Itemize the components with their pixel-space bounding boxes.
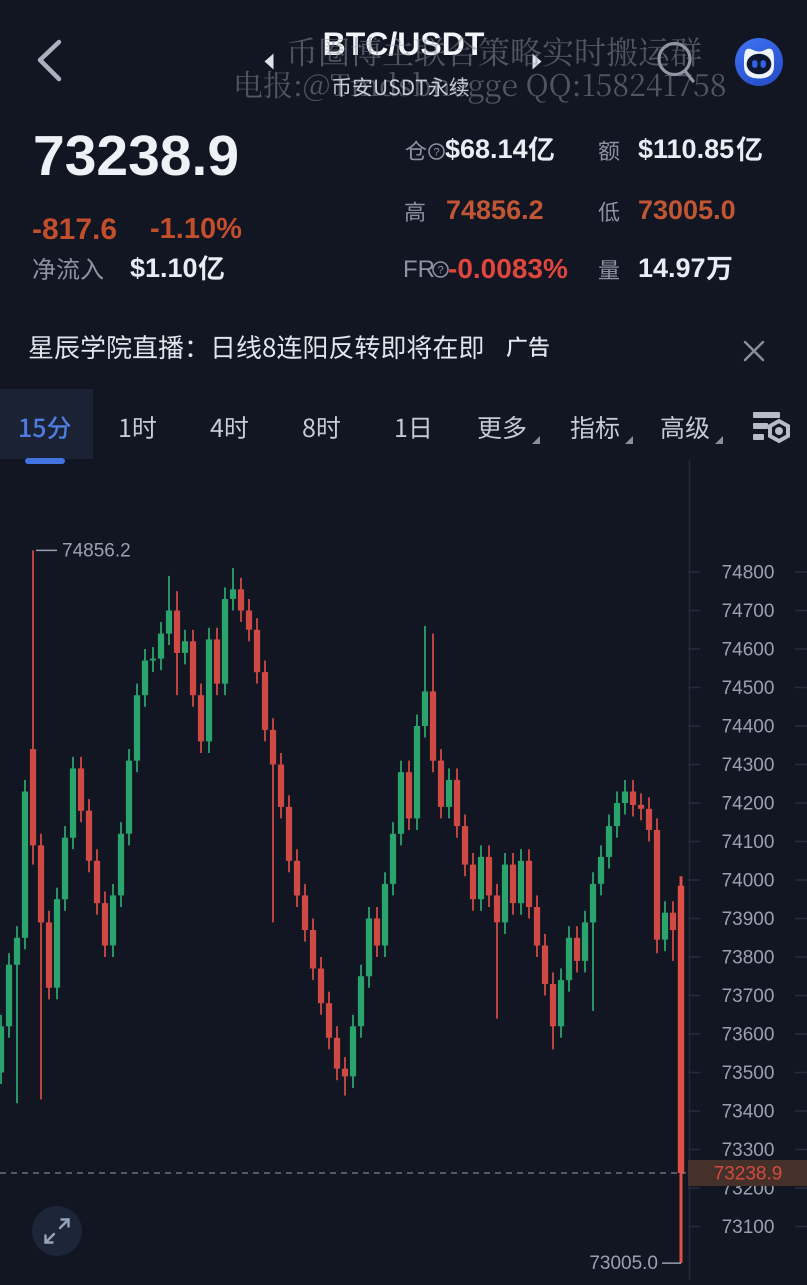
svg-text:73005.0: 73005.0	[589, 1253, 658, 1274]
svg-text:74856.2: 74856.2	[62, 540, 131, 561]
svg-text:74500: 74500	[722, 678, 775, 699]
svg-text:73800: 73800	[722, 948, 775, 969]
svg-text:?: ?	[433, 147, 439, 159]
svg-text:74400: 74400	[722, 717, 775, 738]
svg-text:73100: 73100	[722, 1217, 775, 1238]
svg-text:73500: 73500	[722, 1063, 775, 1084]
svg-text:73400: 73400	[722, 1102, 775, 1123]
svg-text:74200: 74200	[722, 794, 775, 815]
svg-text:74300: 74300	[722, 755, 775, 776]
svg-text:73900: 73900	[722, 909, 775, 930]
svg-text:74100: 74100	[722, 832, 775, 853]
svg-text:73238.9: 73238.9	[714, 1164, 783, 1185]
svg-text:74000: 74000	[722, 871, 775, 892]
svg-text:73700: 73700	[722, 986, 775, 1007]
svg-text:73300: 73300	[722, 1140, 775, 1161]
svg-text:73600: 73600	[722, 1025, 775, 1046]
svg-text:?: ?	[437, 265, 443, 277]
svg-text:74600: 74600	[722, 640, 775, 661]
svg-text:74800: 74800	[722, 563, 775, 584]
svg-text:74700: 74700	[722, 601, 775, 622]
